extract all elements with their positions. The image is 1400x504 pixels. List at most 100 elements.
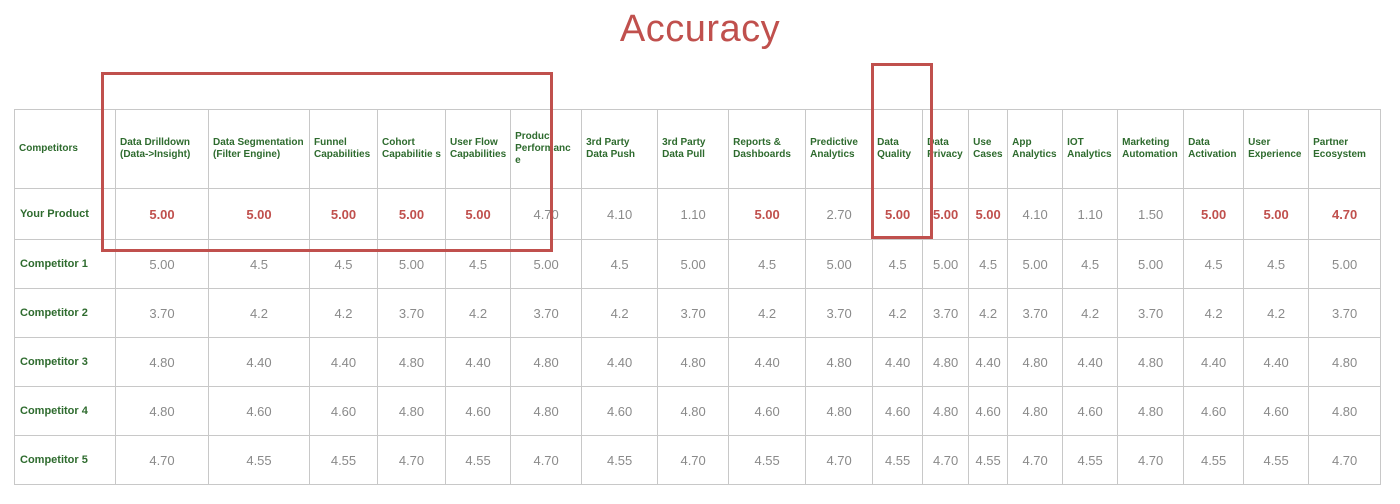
score-cell: 3.70 (377, 288, 446, 338)
row-label: Your Product (14, 188, 116, 240)
score-cell: 4.40 (309, 337, 378, 387)
score-cell: 4.55 (309, 435, 378, 485)
table-row: Competitor 2 3.70 4.2 4.2 3.70 4.2 3.70 4.2 3.70… (14, 288, 1382, 338)
score-cell: 3.70 (657, 288, 730, 338)
score-cell: 5.00 (1117, 239, 1185, 289)
column-header: Partner Ecosystem (1308, 109, 1382, 189)
score-cell: 5.00 (115, 239, 209, 289)
column-header: Funnel Capabilities (309, 109, 378, 189)
score-cell: 4.70 (1007, 435, 1064, 485)
score-cell: 4.2 (1062, 288, 1119, 338)
table-row: Competitor 5 4.70 4.55 4.55 4.70 4.55 4.70 4.55… (14, 435, 1382, 485)
score-cell: 4.10 (1007, 188, 1064, 240)
column-header: App Analytics (1007, 109, 1064, 189)
column-header: 3rd Party Data Push (581, 109, 659, 189)
score-cell: 4.2 (872, 288, 924, 338)
score-cell: 4.60 (208, 386, 310, 436)
score-cell: 1.10 (1062, 188, 1119, 240)
score-cell: 4.80 (510, 337, 583, 387)
score-cell: 4.70 (805, 435, 874, 485)
score-cell: 5.00 (805, 239, 874, 289)
score-cell: 3.70 (1308, 288, 1382, 338)
score-cell: 5.00 (510, 239, 583, 289)
score-cell: 4.60 (968, 386, 1009, 436)
score-cell: 4.40 (1062, 337, 1119, 387)
score-cell: 4.80 (805, 337, 874, 387)
score-cell: 4.80 (377, 337, 446, 387)
score-cell: 4.2 (581, 288, 659, 338)
score-cell: 4.60 (581, 386, 659, 436)
column-header: Marketing Automation (1117, 109, 1185, 189)
score-cell: 3.70 (1117, 288, 1185, 338)
column-header: Cohort Capabilitie s (377, 109, 446, 189)
score-cell: 5.00 (377, 188, 446, 240)
table-row: Competitor 4 4.80 4.60 4.60 4.80 4.60 4.80 4.60… (14, 386, 1382, 436)
score-cell: 4.80 (510, 386, 583, 436)
score-cell: 4.5 (444, 239, 512, 289)
score-cell: 5.00 (728, 188, 807, 240)
score-cell: 4.80 (657, 386, 730, 436)
score-cell: 4.40 (1183, 337, 1245, 387)
score-cell: 4.40 (581, 337, 659, 387)
score-cell: 3.70 (510, 288, 583, 338)
score-cell: 4.2 (444, 288, 512, 338)
score-cell: 4.80 (1117, 337, 1185, 387)
score-cell: 4.5 (1243, 239, 1310, 289)
table-row: Competitor 1 5.00 4.5 4.5 5.00 4.5 5.00 4.5 5.00… (14, 239, 1382, 289)
score-cell: 3.70 (115, 288, 209, 338)
score-cell: 4.80 (1308, 337, 1382, 387)
column-header: User Flow Capabilities (444, 109, 512, 189)
score-cell: 4.5 (728, 239, 807, 289)
score-cell: 5.00 (444, 188, 512, 240)
score-cell: 4.5 (1062, 239, 1119, 289)
score-cell: 5.00 (922, 239, 970, 289)
column-header: Data Segmentation (Filter Engine) (208, 109, 310, 189)
score-cell: 4.55 (872, 435, 924, 485)
column-header: User Experience (1243, 109, 1310, 189)
score-cell: 4.70 (657, 435, 730, 485)
column-header: Data Privacy (922, 109, 970, 189)
score-cell: 5.00 (309, 188, 378, 240)
score-cell: 4.60 (444, 386, 512, 436)
score-cell: 2.70 (805, 188, 874, 240)
score-cell: 4.5 (872, 239, 924, 289)
column-header: Data Drilldown (Data->Insight) (115, 109, 209, 189)
score-cell: 4.55 (444, 435, 512, 485)
score-cell: 4.60 (1062, 386, 1119, 436)
score-cell: 4.70 (377, 435, 446, 485)
score-cell: 5.00 (922, 188, 970, 240)
score-cell: 4.40 (872, 337, 924, 387)
score-cell: 5.00 (1183, 188, 1245, 240)
score-cell: 4.40 (208, 337, 310, 387)
page-title: Accuracy (619, 8, 781, 50)
score-cell: 4.55 (1183, 435, 1245, 485)
score-cell: 4.70 (1308, 188, 1382, 240)
score-cell: 4.80 (922, 337, 970, 387)
score-cell: 4.70 (1308, 435, 1382, 485)
score-cell: 5.00 (1007, 239, 1064, 289)
score-cell: 4.40 (444, 337, 512, 387)
score-cell: 4.80 (1117, 386, 1185, 436)
score-cell: 3.70 (922, 288, 970, 338)
score-cell: 4.60 (872, 386, 924, 436)
score-cell: 3.70 (805, 288, 874, 338)
score-cell: 4.2 (309, 288, 378, 338)
score-cell: 4.40 (1243, 337, 1310, 387)
score-cell: 4.80 (805, 386, 874, 436)
score-cell: 4.5 (208, 239, 310, 289)
score-cell: 4.2 (208, 288, 310, 338)
score-cell: 4.10 (581, 188, 659, 240)
score-cell: 4.70 (1117, 435, 1185, 485)
score-cell: 4.55 (728, 435, 807, 485)
score-cell: 1.50 (1117, 188, 1185, 240)
score-cell: 4.80 (1308, 386, 1382, 436)
row-label: Competitor 1 (14, 239, 116, 289)
score-cell: 4.5 (1183, 239, 1245, 289)
score-cell: 5.00 (657, 239, 730, 289)
score-cell: 4.80 (115, 386, 209, 436)
table-row: Your Product 5.00 5.00 5.00 5.00 5.00 4.70 4.10… (14, 188, 1382, 240)
score-cell: 4.55 (1062, 435, 1119, 485)
score-cell: 4.80 (1007, 337, 1064, 387)
score-cell: 4.40 (968, 337, 1009, 387)
row-label: Competitor 5 (14, 435, 116, 485)
